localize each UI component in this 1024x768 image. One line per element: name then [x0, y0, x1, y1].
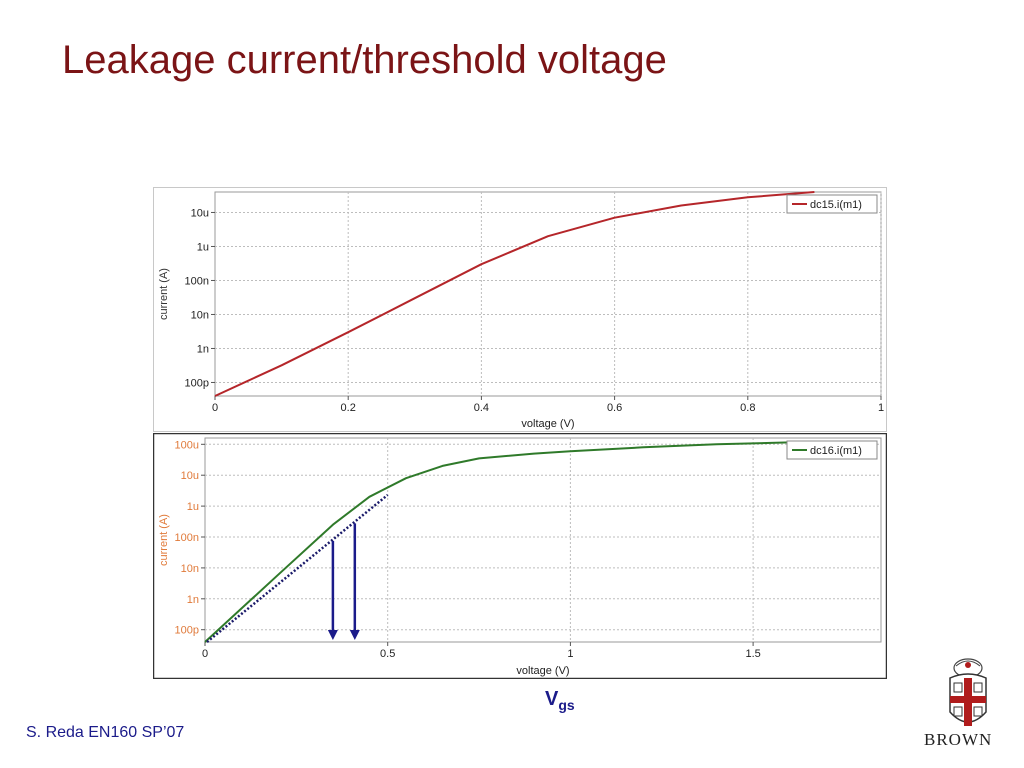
vgs-arrow-head — [349, 630, 360, 640]
y-tick-label: 100n — [175, 532, 199, 544]
top-chart-svg: 0 0.2 0.4 0.6 0.8 1 10u 1u 100n 10n 1n 100p voltage … — [153, 187, 887, 432]
x-tick-label: 0.6 — [607, 402, 622, 414]
series-line — [214, 191, 815, 397]
y-tick-label: 10n — [191, 309, 209, 321]
legend-label: dc15.i(m1) — [810, 199, 862, 211]
footer-text: S. Reda EN160 SP’07 — [26, 724, 185, 741]
x-tick-label: 0 — [202, 648, 208, 660]
x-tick-label: 0 — [212, 402, 218, 414]
x-tick-label: 1 — [567, 648, 573, 660]
bottom-chart: 0 0.5 1 1.5 100u 10u 1u 100n 10n 1n 100p voltage (V… — [153, 433, 887, 679]
y-tick-label: 10u — [181, 470, 199, 482]
plot-area — [204, 437, 882, 643]
y-tick-label: 100p — [175, 625, 199, 637]
y-tick-label: 1n — [197, 343, 209, 355]
bottom-chart-svg: 0 0.5 1 1.5 100u 10u 1u 100n 10n 1n 100p voltage (V… — [153, 433, 887, 679]
x-tick-label: 0.4 — [474, 402, 489, 414]
tangent-line — [206, 493, 389, 643]
y-axis-label: current (A) — [158, 514, 170, 566]
legend: dc16.i(m1) — [786, 440, 878, 460]
y-tick-label: 1u — [187, 501, 199, 513]
x-axis-label: voltage (V) — [521, 418, 574, 430]
x-tick-label: 1 — [878, 402, 884, 414]
legend: dc15.i(m1) — [786, 194, 878, 214]
y-tick-label: 100n — [185, 275, 209, 287]
y-tick-label: 100u — [175, 439, 199, 451]
y-tick-label: 10u — [191, 207, 209, 219]
plot-area — [214, 191, 882, 397]
legend-label: dc16.i(m1) — [810, 445, 862, 457]
series-line — [204, 441, 790, 643]
legend-box — [786, 194, 878, 214]
y-tick-label: 10n — [181, 563, 199, 575]
x-axis-label: voltage (V) — [516, 665, 569, 677]
x-tick-label: 1.5 — [745, 648, 760, 660]
x-tick-label: 0.2 — [341, 402, 356, 414]
y-tick-label: 1n — [187, 594, 199, 606]
brown-logo-text: BROWN — [924, 730, 993, 749]
slide-title: Leakage current/threshold voltage — [62, 38, 667, 82]
y-tick-label: 1u — [197, 241, 209, 253]
legend-box — [786, 440, 878, 460]
top-chart: 0 0.2 0.4 0.6 0.8 1 10u 1u 100n 10n 1n 100p voltage … — [153, 187, 887, 432]
vgs-main: V — [545, 688, 559, 710]
y-tick-label: 100p — [185, 377, 209, 389]
vgs-subscript: gs — [558, 697, 575, 713]
vgs-arrow-head — [327, 630, 338, 640]
brown-shield-logo — [949, 658, 987, 726]
x-tick-label: 0.5 — [380, 648, 395, 660]
vgs-label: Vgs — [545, 688, 575, 713]
y-axis-label: current (A) — [158, 268, 170, 320]
x-tick-label: 0.8 — [740, 402, 755, 414]
